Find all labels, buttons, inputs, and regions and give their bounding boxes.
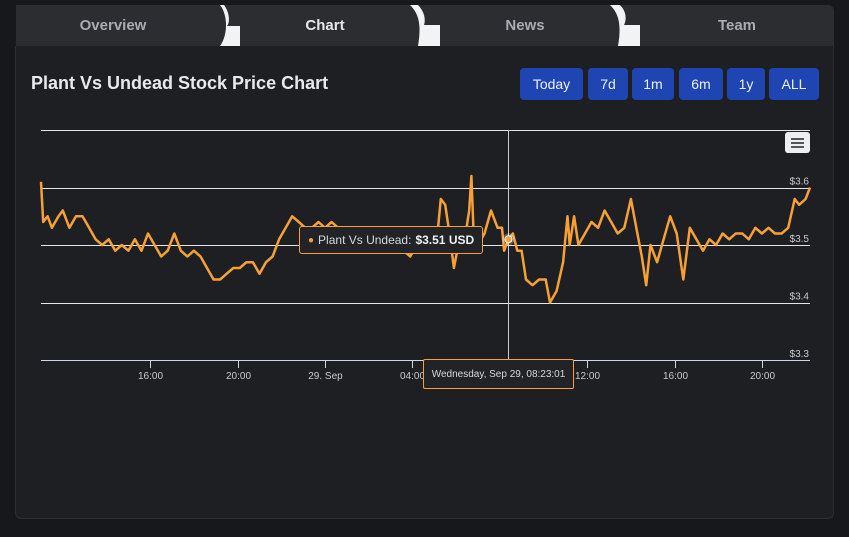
- tab-separator: [410, 5, 440, 46]
- tab-team[interactable]: Team: [640, 5, 834, 46]
- y-tick-label: $3.4: [790, 292, 810, 303]
- y-tick-label: $3.6: [790, 177, 810, 188]
- tab-overview[interactable]: Overview: [16, 5, 210, 46]
- range-7d-button[interactable]: 7d: [588, 68, 628, 100]
- tooltip-value: $3.51 USD: [415, 233, 475, 247]
- hover-point: [504, 235, 513, 244]
- menu-icon: [791, 138, 804, 140]
- tab-news[interactable]: News: [440, 5, 610, 46]
- x-tick-label: 20:00: [226, 371, 251, 382]
- tab-chart[interactable]: Chart: [240, 5, 410, 46]
- range-1y-button[interactable]: 1y: [727, 68, 765, 100]
- tooltip-series-name: Plant Vs Undead:: [318, 233, 412, 247]
- x-tick-label: 16:00: [663, 371, 688, 382]
- series-dot-icon: ●: [308, 234, 315, 246]
- menu-icon: [791, 146, 804, 148]
- range-6m-button[interactable]: 6m: [679, 68, 723, 100]
- x-tick-label: 16:00: [138, 371, 163, 382]
- tab-bar: Overview Chart News Team: [16, 5, 834, 46]
- x-tick-label: 20:00: [750, 371, 775, 382]
- y-tick-label: $3.5: [790, 234, 810, 245]
- x-tick-label: 29. Sep: [308, 371, 343, 382]
- x-tick-label: 12:00: [575, 371, 600, 382]
- price-series-line: [39, 174, 812, 304]
- y-tick-label: $3.3: [790, 349, 810, 360]
- range-all-button[interactable]: ALL: [769, 68, 819, 100]
- range-today-button[interactable]: Today: [520, 68, 583, 100]
- x-tick-label: 04:00: [400, 371, 425, 382]
- price-tooltip: ● Plant Vs Undead: $3.51 USD: [299, 226, 484, 254]
- chart-menu-button[interactable]: [785, 132, 810, 153]
- range-1m-button[interactable]: 1m: [632, 68, 674, 100]
- tab-separator: [610, 5, 640, 46]
- menu-icon: [791, 142, 804, 144]
- crosshair-time-label: Wednesday, Sep 29, 08:23:01: [423, 359, 574, 389]
- tab-separator: [210, 5, 240, 46]
- chart-title: Plant Vs Undead Stock Price Chart: [31, 73, 329, 93]
- chart-card: [15, 46, 834, 519]
